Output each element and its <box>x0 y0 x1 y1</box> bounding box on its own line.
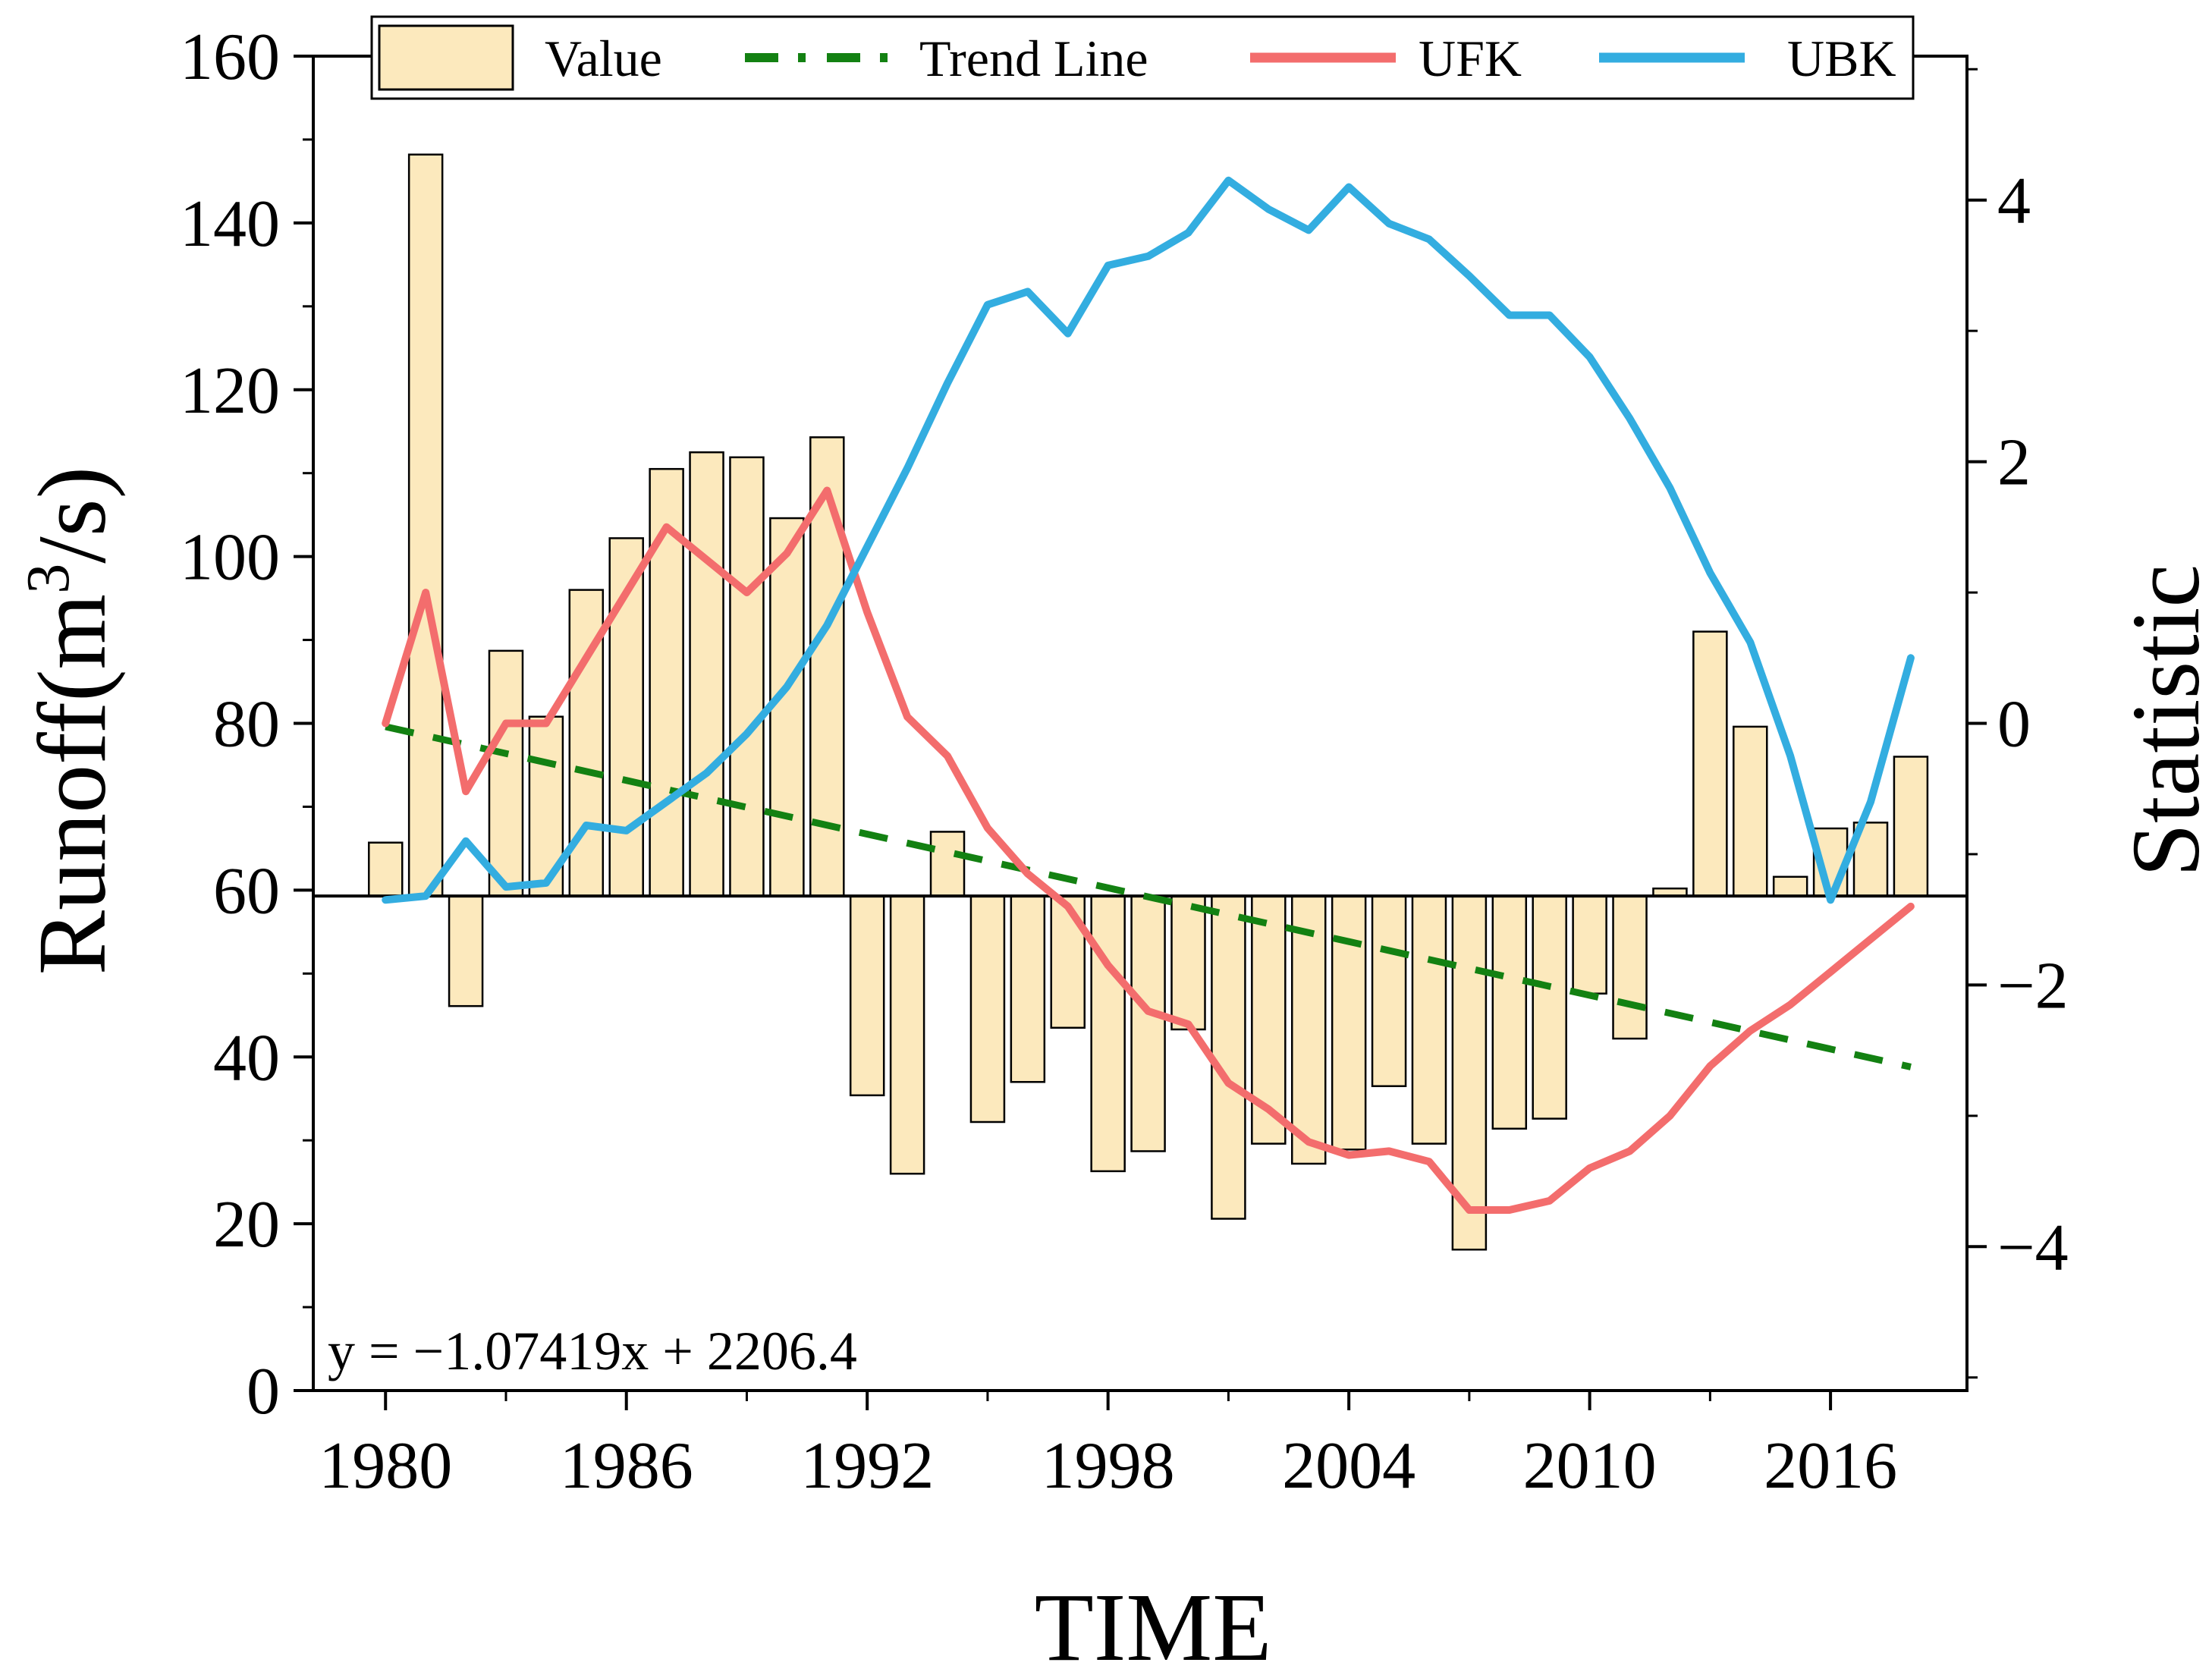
x-tick-label: 1980 <box>319 1429 452 1503</box>
bar <box>1010 894 1046 1083</box>
y-tick-label: 120 <box>180 354 280 428</box>
bar <box>889 894 925 1175</box>
legend-label-ubk: UBK <box>1787 30 1896 87</box>
bar <box>1090 894 1126 1173</box>
y2-tick-label: −2 <box>1997 949 2069 1023</box>
bar <box>1411 894 1447 1145</box>
y2-tick-label: 2 <box>1997 426 2031 500</box>
plot-area <box>313 153 1967 1251</box>
x-tick-label: 2016 <box>1764 1429 1897 1503</box>
bar <box>1170 894 1206 1031</box>
legend-swatch-value <box>378 24 514 91</box>
ufk-line <box>382 486 1915 1214</box>
x-tick-label: 2004 <box>1282 1429 1415 1503</box>
bar <box>488 649 524 897</box>
y-axis-title-tail: /s) <box>18 467 126 564</box>
bar <box>367 841 404 897</box>
bar <box>1331 894 1367 1151</box>
bar <box>1451 894 1488 1251</box>
bar <box>929 831 966 897</box>
y-axis-title-main: Runoff(m <box>18 594 126 976</box>
x-axis-title: TIME <box>1035 1573 1272 1672</box>
x-tick-label: 1986 <box>560 1429 693 1503</box>
bar <box>969 894 1006 1124</box>
ubk-line <box>382 176 1915 904</box>
y2-tick-label: −4 <box>1997 1211 2069 1284</box>
y-axis-title: Runoff(m3/s) <box>15 467 126 976</box>
bar <box>1491 894 1528 1130</box>
y-tick-label: 140 <box>180 187 280 261</box>
bar <box>1612 894 1648 1040</box>
bar <box>407 153 444 897</box>
y-tick-label: 160 <box>180 20 280 94</box>
y-tick-label: 20 <box>213 1188 280 1262</box>
bar <box>1532 894 1567 1120</box>
bar <box>1692 630 1728 897</box>
axes: 0 20 40 60 80 100 120 140 160 −4 −2 0 2 4 1980 1986 1992… <box>180 20 2069 1503</box>
y-tick-label: 100 <box>180 521 280 595</box>
x-tick-label: 1992 <box>800 1429 934 1503</box>
bar <box>1572 894 1607 995</box>
y2-tick-label: 0 <box>1997 688 2031 762</box>
bar <box>1733 725 1768 897</box>
y-tick-label: 60 <box>213 854 280 928</box>
bar <box>849 894 885 1097</box>
x-tick-label: 2010 <box>1523 1429 1657 1503</box>
bar <box>689 451 724 897</box>
y-tick-label: 0 <box>247 1355 280 1428</box>
bar <box>1130 894 1166 1152</box>
y-tick-label: 80 <box>213 688 280 762</box>
trend-equation: y = −1.07419x + 2206.4 <box>328 1321 857 1381</box>
y2-axis-title: Statistic <box>2112 564 2212 877</box>
bar <box>1290 894 1327 1165</box>
y2-tick-label: 4 <box>1997 165 2031 238</box>
bar <box>1211 894 1246 1220</box>
y-axis-title-sup: 3 <box>15 564 82 594</box>
bar <box>1371 894 1407 1087</box>
bar <box>1050 894 1086 1029</box>
bar <box>1772 875 1808 897</box>
bar <box>1893 756 1929 897</box>
legend-label-ufk: UFK <box>1419 30 1522 87</box>
legend-label-trend: Trend Line <box>919 30 1148 87</box>
x-tick-label: 1998 <box>1042 1429 1175 1503</box>
legend: Value Trend Line UFK UBK <box>370 15 1915 100</box>
legend-label-value: Value <box>545 30 662 87</box>
bar <box>729 456 765 897</box>
bar <box>769 517 805 897</box>
bar <box>448 894 484 1007</box>
trend-line <box>385 723 1912 1070</box>
y-tick-label: 40 <box>213 1021 280 1095</box>
